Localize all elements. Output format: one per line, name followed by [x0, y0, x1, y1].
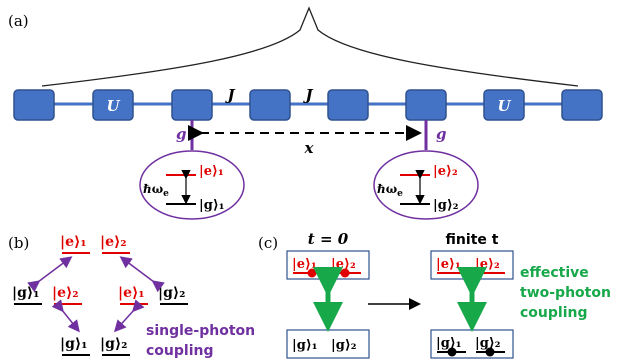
b-top-e2: |e⟩₂ [100, 234, 127, 250]
j-label-right: J [302, 86, 313, 104]
x-label: x [304, 139, 315, 157]
g-label-left: g [176, 125, 187, 143]
c-tr-e2: |e⟩₂ [475, 257, 500, 272]
b-bottom-g2: |g⟩₂ [100, 336, 127, 352]
atom1-omega-label: ℏωe [143, 182, 169, 199]
cavity-box [13, 89, 55, 121]
j-label-left: J [224, 86, 235, 104]
b-arrow-bottom-right [113, 299, 145, 333]
b-arrow-top-left [27, 256, 73, 293]
b-midleft-g1: |g⟩₁ [12, 285, 39, 301]
u-label-left: U [106, 97, 120, 115]
atom1-ellipse [139, 150, 245, 220]
atom2-omega-label: ℏωe [377, 182, 403, 199]
b-caption-line1: single-photon [146, 323, 255, 339]
cavity-box [483, 89, 525, 121]
cavity-array [13, 89, 603, 121]
c-bl-g2: |g⟩₂ [331, 338, 356, 353]
cavity-box [327, 89, 369, 121]
b-bottom-g1: |g⟩₁ [60, 336, 87, 352]
u-label-right: U [497, 97, 511, 115]
exponential-envelope [41, 6, 579, 87]
c-t0-label: t = 0 [308, 230, 349, 248]
b-midright-e1: |e⟩₁ [118, 285, 145, 301]
atom2-ellipse [373, 150, 479, 220]
cavity-box [92, 89, 134, 121]
atom2-g-label: |g⟩₂ [433, 198, 458, 213]
atom2-e-label: |e⟩₂ [433, 164, 458, 179]
c-tl-e1: |e⟩₁ [292, 257, 317, 272]
c-bl-g1: |g⟩₁ [292, 338, 317, 353]
c-tr-e1: |e⟩₁ [436, 257, 461, 272]
c-tl-dot2 [340, 268, 350, 278]
b-top-e1: |e⟩₁ [60, 234, 87, 250]
cavity-box [405, 89, 447, 121]
cavity-box [561, 89, 603, 121]
b-midright-g2: |g⟩₂ [158, 285, 185, 301]
c-br-g2: |g⟩₂ [475, 336, 500, 351]
g-label-right: g [436, 125, 447, 143]
b-arrow-bottom-left [51, 299, 80, 333]
c-br-dot1 [447, 347, 457, 357]
cavity-box [171, 89, 213, 121]
cavity-box [249, 89, 291, 121]
b-arrow-top-right [119, 256, 165, 293]
c-finite-t-label: finite t [446, 232, 499, 248]
c-caption-line3: coupling [520, 305, 588, 321]
atom1-g-label: |g⟩₁ [199, 198, 224, 213]
c-br-g1: |g⟩₁ [436, 336, 461, 351]
c-br-dot2 [485, 347, 495, 357]
atom1-e-label: |e⟩₁ [199, 164, 224, 179]
b-midleft-e2: |e⟩₂ [52, 285, 79, 301]
c-caption-line1: effective [520, 265, 589, 281]
b-caption-line2: coupling [146, 343, 214, 359]
c-caption-line2: two-photon [520, 285, 611, 301]
panel-c-label: (c) [258, 234, 278, 252]
panel-b-label: (b) [8, 234, 29, 252]
c-tl-dot1 [307, 268, 317, 278]
panel-a-label: (a) [8, 12, 29, 30]
